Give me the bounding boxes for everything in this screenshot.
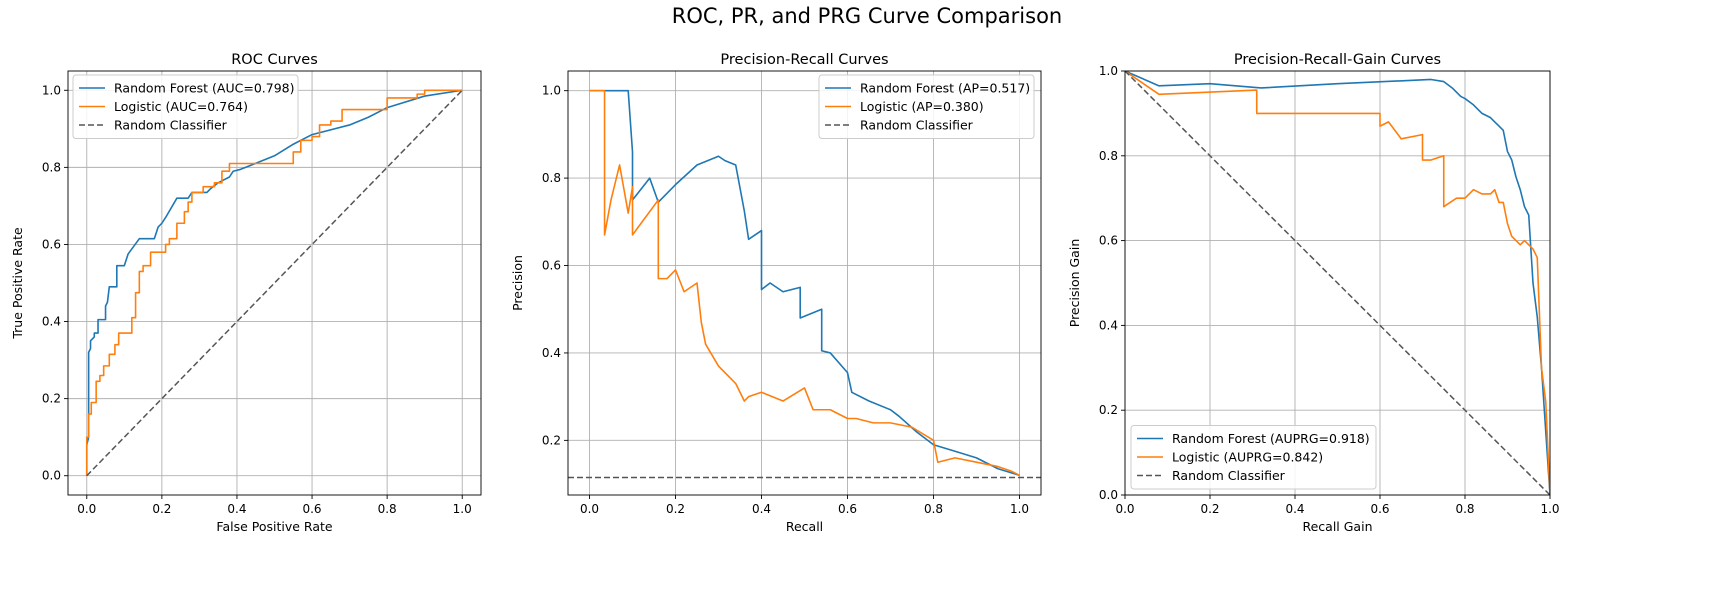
series-line-3 <box>1125 71 1550 495</box>
y-tick-label: 0.6 <box>42 237 61 251</box>
x-tick-label: 0.6 <box>1370 502 1389 516</box>
y-tick-label: 0.2 <box>542 433 561 447</box>
series-line-2 <box>589 89 1020 477</box>
legend-label: Random Classifier <box>1172 468 1286 483</box>
y-tick-label: 1.0 <box>1099 64 1118 78</box>
y-tick-label: 0.4 <box>1099 318 1118 332</box>
x-tick-label: 0.6 <box>838 502 857 516</box>
chart-title: ROC Curves <box>231 52 318 68</box>
axes-frame <box>67 70 482 496</box>
x-tick-label: 0.2 <box>152 502 171 516</box>
legend: Random Forest (AUC=0.798) Logistic (AUC=0… <box>72 74 299 139</box>
x-tick-label: 1.0 <box>453 502 472 516</box>
x-tick-label: 0.4 <box>752 502 771 516</box>
x-tick-label: 0.4 <box>1285 502 1304 516</box>
chart-title: Precision-Recall-Gain Curves <box>1234 52 1441 68</box>
x-tick-label: 0.8 <box>1455 502 1474 516</box>
x-tick-label: 1.0 <box>1540 502 1559 516</box>
x-tick-label: 0.6 <box>302 502 321 516</box>
chart-panel-1: 0.0 0.2 0.4 0.6 0.8 1.0 0.0 0.2 0.4 0.6 0.8 1.0 ROC … <box>10 52 482 534</box>
x-tick-label: 0.2 <box>1200 502 1219 516</box>
axes-frame <box>1124 70 1551 496</box>
x-tick-label: 0.0 <box>77 502 96 516</box>
legend-box <box>1130 425 1377 490</box>
legend-box <box>818 74 1035 139</box>
y-tick-label: 0.0 <box>42 469 61 483</box>
x-tick-label: 0.0 <box>1115 502 1134 516</box>
y-tick-label: 0.0 <box>1099 488 1118 502</box>
chart-panel-3: 0.0 0.2 0.4 0.6 0.8 1.0 0.0 0.2 0.4 0.6 0.8 1.0 Prec… <box>1067 52 1560 534</box>
y-tick-label: 0.2 <box>1099 403 1118 417</box>
y-tick-label: 0.4 <box>542 346 561 360</box>
legend-label: Random Forest (AUC=0.798) <box>114 81 295 96</box>
series-line-1 <box>1125 71 1550 495</box>
x-tick-label: 0.4 <box>227 502 246 516</box>
x-axis-label: False Positive Rate <box>216 519 332 534</box>
y-tick-label: 0.4 <box>42 315 61 329</box>
y-tick-label: 0.6 <box>1099 234 1118 248</box>
y-tick-label: 0.2 <box>42 392 61 406</box>
legend-label: Random Classifier <box>114 118 228 133</box>
series-line-3 <box>86 89 463 477</box>
legend-label: Random Classifier <box>860 118 974 133</box>
y-tick-label: 0.8 <box>1099 149 1118 163</box>
y-axis-label: Precision Gain <box>1067 239 1082 328</box>
series-line-1 <box>85 89 463 476</box>
chart-panel-2: 0.0 0.2 0.4 0.6 0.8 1.0 0.2 0.4 0.6 0.8 1.0 Precisi… <box>510 52 1042 534</box>
x-tick-label: 0.0 <box>580 502 599 516</box>
figure-title: ROC, PR, and PRG Curve Comparison <box>671 4 1063 28</box>
x-tick-label: 0.8 <box>924 502 943 516</box>
legend: Random Forest (AUPRG=0.918) Logistic (AUP… <box>1130 425 1377 490</box>
chart-title: Precision-Recall Curves <box>720 52 888 68</box>
x-axis-label: Recall <box>786 519 823 534</box>
x-tick-label: 0.2 <box>666 502 685 516</box>
x-tick-label: 1.0 <box>1010 502 1029 516</box>
y-tick-label: 0.8 <box>542 171 561 185</box>
series-line-2 <box>85 89 463 476</box>
y-tick-label: 0.6 <box>542 259 561 273</box>
series-line-2 <box>1125 71 1550 495</box>
legend-label: Logistic (AP=0.380) <box>860 99 984 114</box>
legend-label: Random Forest (AP=0.517) <box>860 81 1030 96</box>
y-axis-label: True Positive Rate <box>10 227 25 340</box>
y-tick-label: 1.0 <box>42 83 61 97</box>
legend-box <box>72 74 299 139</box>
legend: Random Forest (AP=0.517) Logistic (AP=0.3… <box>818 74 1035 139</box>
legend-label: Logistic (AUPRG=0.842) <box>1172 450 1323 465</box>
y-tick-label: 1.0 <box>542 84 561 98</box>
y-axis-label: Precision <box>510 255 525 311</box>
series-line-1 <box>589 89 1020 477</box>
legend-label: Logistic (AUC=0.764) <box>114 99 248 114</box>
y-tick-label: 0.8 <box>42 160 61 174</box>
axes-frame <box>567 70 1042 496</box>
legend-label: Random Forest (AUPRG=0.918) <box>1172 431 1370 446</box>
x-axis-label: Recall Gain <box>1302 519 1372 534</box>
x-tick-label: 0.8 <box>378 502 397 516</box>
